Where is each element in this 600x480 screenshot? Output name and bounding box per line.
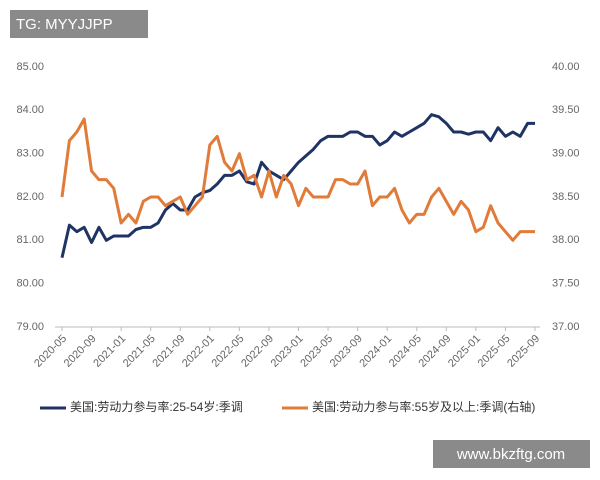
y2-tick-label: 38.00 [552,234,580,246]
legend-label: 美国:劳动力参与率:55岁及以上:季调(右轴) [312,399,535,414]
watermark: TG: MYYJJPP [16,16,113,33]
watermark: www.bkzftg.com [456,446,565,463]
x-tick-label: 2025-09 [505,333,542,370]
y2-tick-label: 37.50 [552,278,580,290]
y-tick-label: 80.00 [16,278,44,290]
y-tick-label: 81.00 [16,234,44,246]
y-tick-label: 82.00 [16,191,44,203]
series-line [60,113,535,259]
y2-tick-label: 40.00 [552,61,580,73]
series-line [60,117,535,242]
watermark-box [10,10,148,38]
y-tick-label: 85.00 [16,61,44,73]
y2-tick-label: 37.00 [552,321,580,333]
y-tick-label: 84.00 [16,104,44,116]
y-tick-label: 79.00 [16,321,44,333]
legend-label: 美国:劳动力参与率:25-54岁:季调 [70,399,243,414]
watermark-box [433,440,590,468]
y2-tick-label: 38.50 [552,191,580,203]
y2-tick-label: 39.00 [552,148,580,160]
y-tick-label: 83.00 [16,148,44,160]
y2-tick-label: 39.50 [552,104,580,116]
